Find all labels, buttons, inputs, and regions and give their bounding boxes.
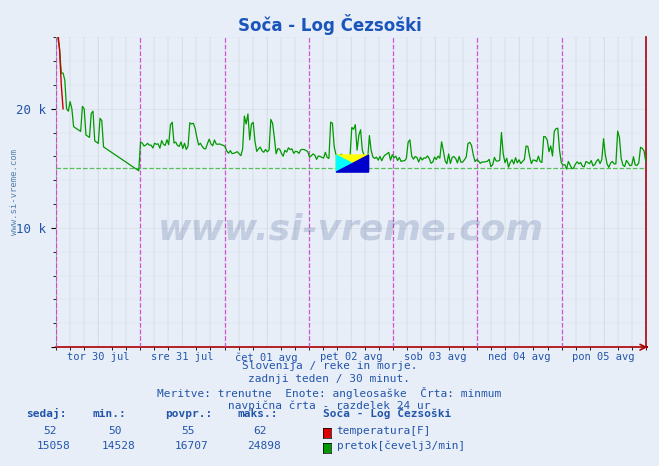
Text: sedaj:: sedaj: [26,408,67,419]
Text: 52: 52 [43,426,56,436]
Text: www.si-vreme.com: www.si-vreme.com [11,149,19,235]
Text: 24898: 24898 [247,441,281,451]
Text: navpična črta - razdelek 24 ur: navpična črta - razdelek 24 ur [228,400,431,411]
Text: Soča - Log Čezsoški: Soča - Log Čezsoški [238,14,421,35]
Text: 15058: 15058 [36,441,70,451]
Polygon shape [336,155,353,172]
Polygon shape [336,155,368,172]
Text: temperatura[F]: temperatura[F] [337,426,431,436]
Text: 62: 62 [254,426,267,436]
Text: www.si-vreme.com: www.si-vreme.com [158,212,544,247]
Text: 14528: 14528 [102,441,136,451]
Text: 50: 50 [109,426,122,436]
Text: 55: 55 [181,426,194,436]
Text: zadnji teden / 30 minut.: zadnji teden / 30 minut. [248,374,411,384]
Text: maks.:: maks.: [237,410,277,419]
Text: Meritve: trenutne  Enote: angleosaške  Črta: minmum: Meritve: trenutne Enote: angleosaške Črt… [158,387,501,399]
Text: Slovenija / reke in morje.: Slovenija / reke in morje. [242,361,417,371]
Polygon shape [336,155,368,172]
Text: pretok[čevelj3/min]: pretok[čevelj3/min] [337,440,465,451]
Text: Soča - Log Čezsoški: Soča - Log Čezsoški [323,407,451,419]
Text: min.:: min.: [92,410,126,419]
Text: 16707: 16707 [175,441,208,451]
Text: povpr.:: povpr.: [165,410,212,419]
